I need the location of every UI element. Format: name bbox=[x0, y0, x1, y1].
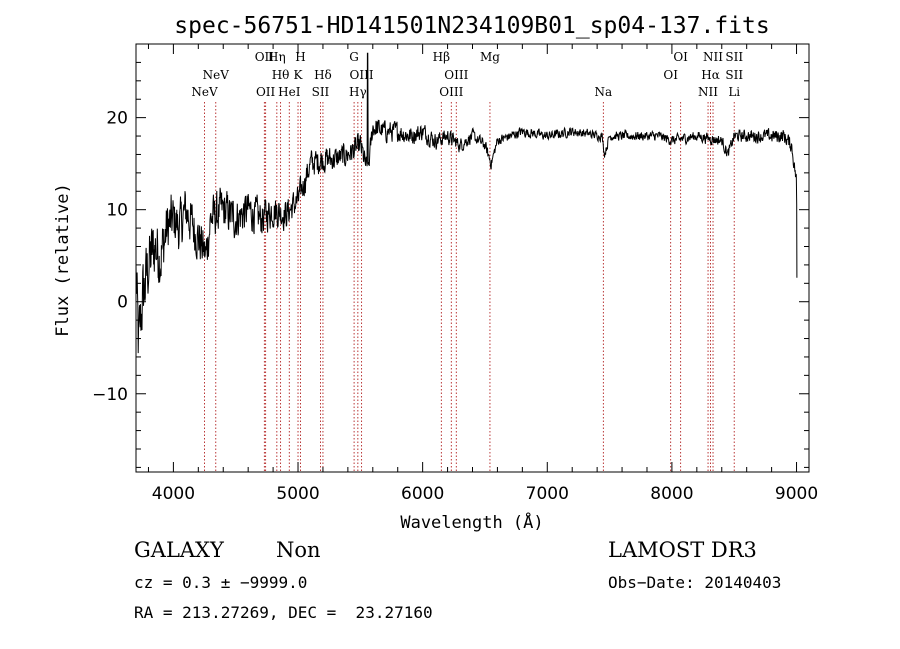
y-axis-label: Flux (relative) bbox=[53, 183, 73, 337]
spectral-line-label: OII bbox=[256, 85, 276, 99]
spectral-line-label: SII bbox=[312, 85, 330, 99]
spectral-line-label: Hθ bbox=[272, 68, 290, 82]
spectral-line-label: H bbox=[295, 50, 305, 64]
y-tick-label: 20 bbox=[106, 109, 128, 129]
object-subclass: Non bbox=[276, 538, 321, 562]
spectral-line-label: Hγ bbox=[349, 85, 367, 99]
survey-name: LAMOST DR3 bbox=[608, 538, 757, 562]
spectral-line-label: G bbox=[349, 50, 359, 64]
y-tick-labels: −10 0 10 20 bbox=[92, 109, 128, 405]
spectral-line-label: SII bbox=[725, 50, 743, 64]
chart-title: spec-56751-HD141501N234109B01_sp04-137.f… bbox=[174, 13, 769, 39]
x-tick-label: 8000 bbox=[650, 484, 693, 504]
spectral-line-label: Hβ bbox=[433, 50, 450, 64]
spectrum-series-line bbox=[135, 52, 798, 354]
spectral-line-label: NeV bbox=[191, 85, 218, 99]
spectral-line-label: NII bbox=[703, 50, 723, 64]
spectral-line-label: Li bbox=[728, 85, 740, 99]
spectral-line-label: Na bbox=[595, 85, 613, 99]
spectral-line-label: OIII bbox=[444, 68, 468, 82]
spectral-line-label: Hα bbox=[701, 68, 720, 82]
x-axis-label: Wavelength (Å) bbox=[400, 511, 543, 533]
y-tick-label: 0 bbox=[117, 293, 128, 313]
spectral-line-markers bbox=[204, 102, 735, 472]
spectral-line-label: OIII bbox=[350, 68, 374, 82]
spectral-line-label: OI bbox=[663, 68, 678, 82]
axis-ticks bbox=[136, 44, 809, 472]
spectral-line-label: OIII bbox=[439, 85, 463, 99]
x-tick-label: 4000 bbox=[152, 484, 195, 504]
y-tick-label: 10 bbox=[106, 201, 128, 221]
ra-dec-coordinates: RA = 213.27269, DEC = 23.27160 bbox=[134, 603, 433, 622]
redshift-cz: cz = 0.3 ± −9999.0 bbox=[134, 573, 308, 592]
object-class: GALAXY bbox=[134, 538, 224, 562]
x-tick-label: 9000 bbox=[775, 484, 818, 504]
spectral-line-label: HeI bbox=[278, 85, 301, 99]
observation-date: Obs−Date: 20140403 bbox=[608, 573, 782, 592]
spectral-line-label: OI bbox=[673, 50, 688, 64]
spectral-line-label: OII bbox=[255, 50, 275, 64]
x-tick-label: 7000 bbox=[526, 484, 569, 504]
x-tick-label: 5000 bbox=[276, 484, 319, 504]
spectral-line-label: Hη bbox=[268, 50, 286, 64]
spectral-line-label: NII bbox=[698, 85, 718, 99]
y-tick-label: −10 bbox=[92, 385, 128, 405]
spectral-line-label: SII bbox=[725, 68, 743, 82]
spectral-line-label: Hδ bbox=[314, 68, 332, 82]
x-tick-label: 6000 bbox=[401, 484, 444, 504]
spectral-line-label: NeV bbox=[203, 68, 230, 82]
x-tick-labels: 4000 5000 6000 7000 8000 9000 bbox=[152, 484, 818, 504]
spectral-line-label: K bbox=[294, 68, 304, 82]
spectral-line-label: Mg bbox=[480, 50, 500, 64]
